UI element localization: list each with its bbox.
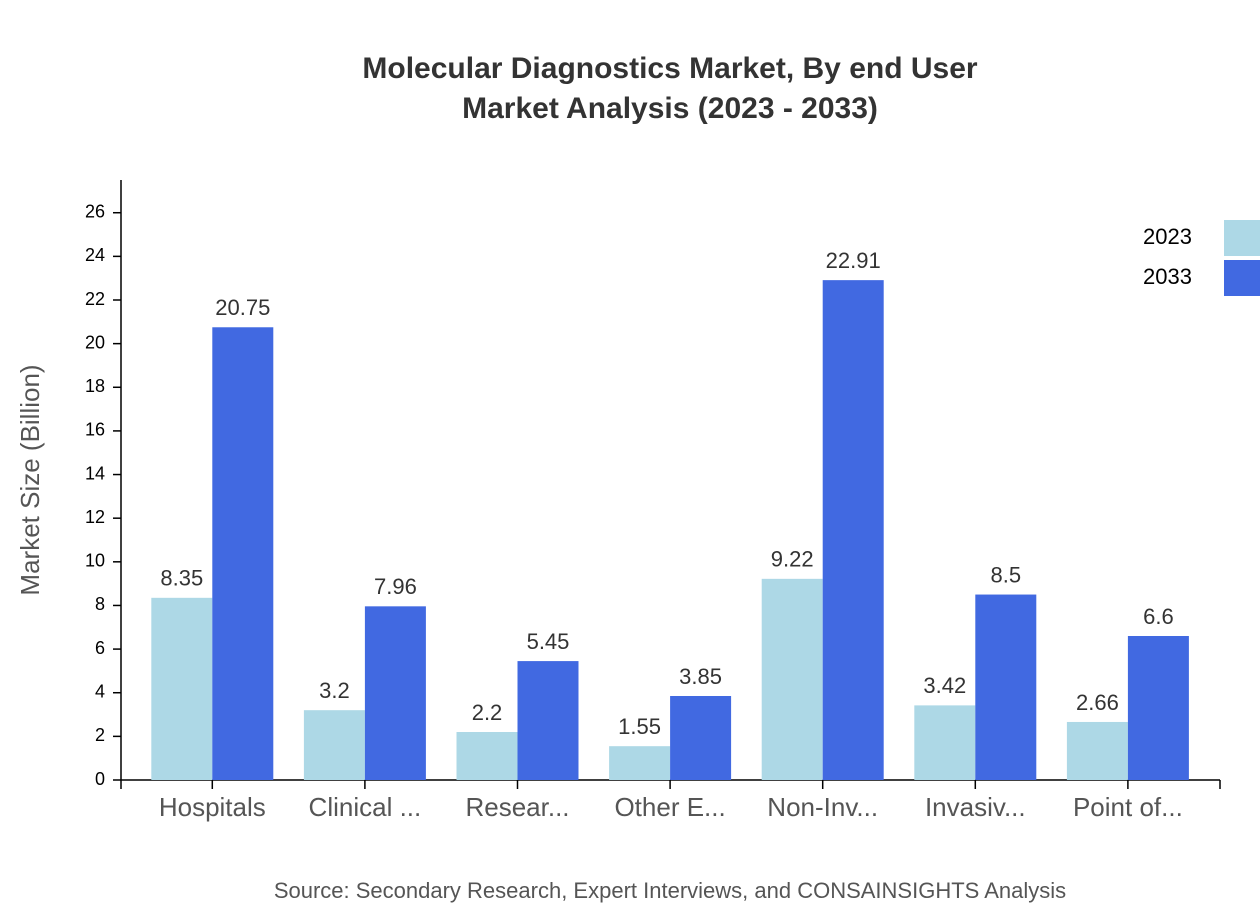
bar — [822, 280, 884, 780]
x-tick-label: Hospitals — [159, 792, 266, 822]
bar — [1127, 636, 1189, 780]
x-tick-label: Clinical ... — [309, 792, 422, 822]
bar — [670, 696, 732, 780]
y-tick-label: 24 — [85, 245, 105, 265]
bar — [364, 606, 426, 780]
x-tick-label: Other E... — [614, 792, 725, 822]
data-label: 6.6 — [1143, 604, 1174, 629]
y-axis-label: Market Size (Billion) — [15, 364, 45, 595]
bar — [212, 327, 274, 780]
y-tick-label: 22 — [85, 289, 105, 309]
data-label: 7.96 — [374, 574, 417, 599]
legend-swatch — [1224, 260, 1260, 296]
bar — [303, 710, 365, 780]
y-tick-label: 18 — [85, 376, 105, 396]
x-tick-label: Resear... — [465, 792, 569, 822]
chart-title: Molecular Diagnostics Market, By end Use… — [362, 52, 978, 85]
source-note: Source: Secondary Research, Expert Inter… — [274, 878, 1066, 903]
data-label: 20.75 — [215, 295, 270, 320]
data-label: 1.55 — [618, 714, 661, 739]
legend-label: 2023 — [1143, 224, 1192, 249]
y-tick-label: 2 — [95, 725, 105, 745]
data-label: 8.5 — [991, 562, 1022, 587]
x-tick-label: Point of... — [1073, 792, 1183, 822]
y-tick-label: 20 — [85, 332, 105, 352]
data-label: 2.66 — [1076, 690, 1119, 715]
chart-subtitle: Market Analysis (2023 - 2033) — [462, 92, 878, 125]
bar — [1066, 721, 1128, 780]
x-tick-label: Invasiv... — [925, 792, 1026, 822]
bar — [517, 661, 579, 780]
data-label: 8.35 — [160, 566, 203, 591]
bar — [761, 578, 823, 780]
legend-swatch — [1224, 220, 1260, 256]
bar — [609, 746, 671, 780]
data-label: 2.2 — [472, 700, 503, 725]
data-label: 22.91 — [826, 248, 881, 273]
y-tick-label: 6 — [95, 638, 105, 658]
data-label: 3.2 — [319, 678, 350, 703]
bar — [456, 732, 518, 780]
y-tick-label: 10 — [85, 551, 105, 571]
bar — [975, 594, 1037, 780]
y-tick-label: 12 — [85, 507, 105, 527]
y-tick-label: 0 — [95, 769, 105, 789]
y-tick-label: 16 — [85, 420, 105, 440]
data-label: 9.22 — [771, 547, 814, 572]
x-tick-label: Non-Inv... — [767, 792, 878, 822]
data-label: 5.45 — [527, 629, 570, 654]
data-label: 3.85 — [679, 664, 722, 689]
y-tick-label: 14 — [85, 463, 105, 483]
bar — [914, 705, 976, 780]
bar — [151, 597, 213, 780]
y-tick-label: 4 — [95, 681, 105, 701]
y-tick-label: 26 — [85, 201, 105, 221]
legend-label: 2033 — [1143, 264, 1192, 289]
y-tick-label: 8 — [95, 594, 105, 614]
data-label: 3.42 — [923, 673, 966, 698]
